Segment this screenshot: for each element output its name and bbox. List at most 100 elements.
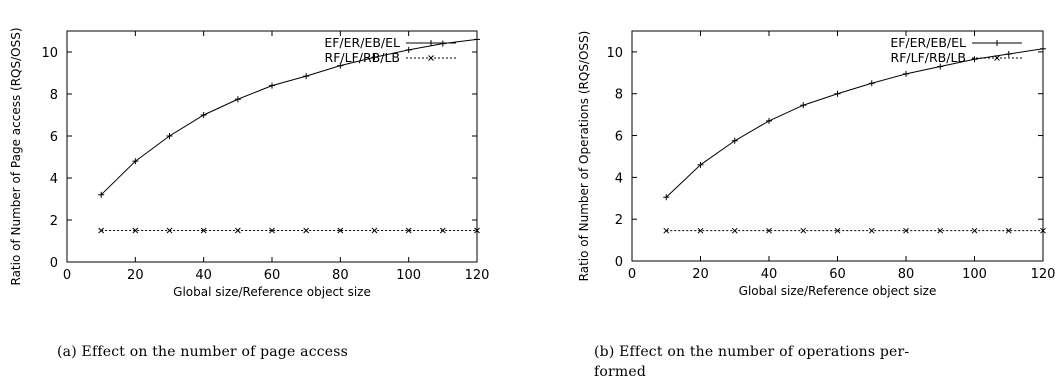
cross-marker (269, 227, 275, 234)
y-tick-label: 6 (50, 130, 58, 145)
y-tick-label: 4 (50, 172, 58, 187)
y-tick-label: 10 (606, 46, 623, 61)
cross-marker (234, 227, 241, 234)
caption-left: (a) Effect on the number of page access (57, 344, 349, 360)
plus-marker (234, 96, 241, 103)
marker-stroke (98, 227, 105, 234)
cross-marker (766, 227, 772, 234)
marker-stroke (337, 227, 344, 234)
cross-marker (1040, 227, 1046, 234)
cross-marker (337, 227, 344, 234)
marker-stroke (868, 227, 875, 234)
plus-marker (971, 56, 978, 63)
x-tick-label: 100 (396, 268, 421, 283)
cross-marker (98, 227, 105, 234)
marker-stroke (474, 227, 480, 234)
y-tick-label: 0 (615, 255, 623, 270)
cross-marker (474, 227, 480, 234)
cross-marker (439, 227, 446, 234)
legend-marker (994, 55, 1000, 61)
y-tick-label: 6 (615, 130, 623, 145)
plus-marker (1005, 51, 1012, 57)
cross-marker (834, 227, 841, 234)
plus-marker (200, 112, 207, 118)
legend-marker (428, 55, 434, 61)
y-axis-label: Ratio of Number of Page access (RQS/OSS) (9, 27, 23, 285)
legend-label: RF/LF/RB/LB (891, 50, 966, 65)
marker-stroke (405, 227, 412, 234)
marker-stroke (269, 227, 275, 234)
marker-stroke (371, 227, 378, 234)
plus-marker (697, 161, 704, 168)
cross-marker (937, 227, 944, 234)
caption-right: (b) Effect on the number of operations p… (594, 342, 909, 382)
cross-marker (697, 227, 704, 234)
marker-stroke (166, 227, 173, 234)
marker-stroke (834, 227, 841, 234)
cross-marker (903, 227, 909, 234)
cross-marker (971, 227, 978, 234)
marker-stroke (663, 227, 670, 234)
x-tick-label: 40 (761, 267, 778, 282)
x-tick-label: 60 (264, 268, 281, 283)
marker-stroke (903, 227, 909, 234)
plus-marker (269, 82, 275, 89)
x-tick-label: 60 (829, 267, 846, 282)
legend-label: RF/LF/RB/LB (325, 50, 400, 65)
legend-label: EF/ER/EB/EL (324, 35, 400, 50)
cross-marker (868, 227, 875, 234)
chart-1: 0 20 40 60 80 100 120 0 2 4 6 8 10 Global size/Refere… (9, 27, 489, 299)
marker-stroke (971, 227, 978, 234)
cross-marker (166, 227, 173, 234)
caption-right-line1: (b) Effect on the number of operations p… (594, 344, 910, 360)
x-tick-label: 120 (465, 268, 490, 283)
x-tick-label: 80 (332, 268, 349, 283)
y-tick-label: 2 (615, 213, 623, 228)
plus-marker (439, 40, 446, 47)
plus-marker (474, 36, 480, 43)
y-tick-label: 8 (50, 88, 58, 103)
marker-stroke (1005, 227, 1012, 234)
x-tick-label: 0 (63, 268, 71, 283)
plus-marker (405, 46, 412, 53)
y-axis-label: Ratio of Number of Operations (RQS/OSS) (577, 31, 591, 282)
x-tick-label: 80 (898, 267, 915, 282)
marker-stroke (731, 227, 738, 234)
series-line-1 (100, 38, 478, 196)
cross-marker (371, 227, 378, 234)
plot-frame (631, 30, 1044, 262)
marker-stroke (800, 227, 807, 234)
plot-frame (66, 30, 478, 263)
y-tick-label: 10 (41, 46, 58, 61)
plus-marker (663, 194, 670, 201)
plus-marker (766, 117, 772, 124)
x-axis-label: Global size/Reference object size (739, 284, 937, 298)
x-tick-label: 0 (628, 267, 636, 282)
legend-label: EF/ER/EB/EL (890, 35, 966, 50)
cross-marker (405, 227, 412, 234)
marker-stroke (303, 227, 310, 234)
x-tick-label: 20 (692, 267, 709, 282)
cross-marker (303, 227, 310, 234)
plus-marker (1040, 45, 1046, 52)
plus-marker (731, 137, 738, 144)
marker-stroke (1040, 227, 1046, 234)
x-tick-label: 20 (127, 268, 144, 283)
plus-marker (303, 73, 310, 80)
cross-marker (731, 227, 738, 234)
cross-marker (800, 227, 807, 234)
x-tick-label: 40 (195, 268, 212, 283)
marker-stroke (697, 227, 704, 234)
y-tick-label: 4 (615, 171, 623, 186)
chart-2: 0 20 40 60 80 100 120 0 2 4 6 8 10 Global size/Refere… (577, 30, 1055, 298)
plus-marker (903, 70, 909, 77)
marker-stroke (439, 227, 446, 234)
marker-stroke (766, 227, 772, 234)
plus-marker (937, 63, 944, 70)
plus-marker (834, 90, 841, 97)
plus-marker (166, 133, 173, 139)
series-line-1 (665, 48, 1044, 198)
x-tick-label: 120 (1031, 267, 1055, 282)
y-tick-label: 0 (50, 256, 58, 271)
y-tick-label: 2 (50, 214, 58, 229)
